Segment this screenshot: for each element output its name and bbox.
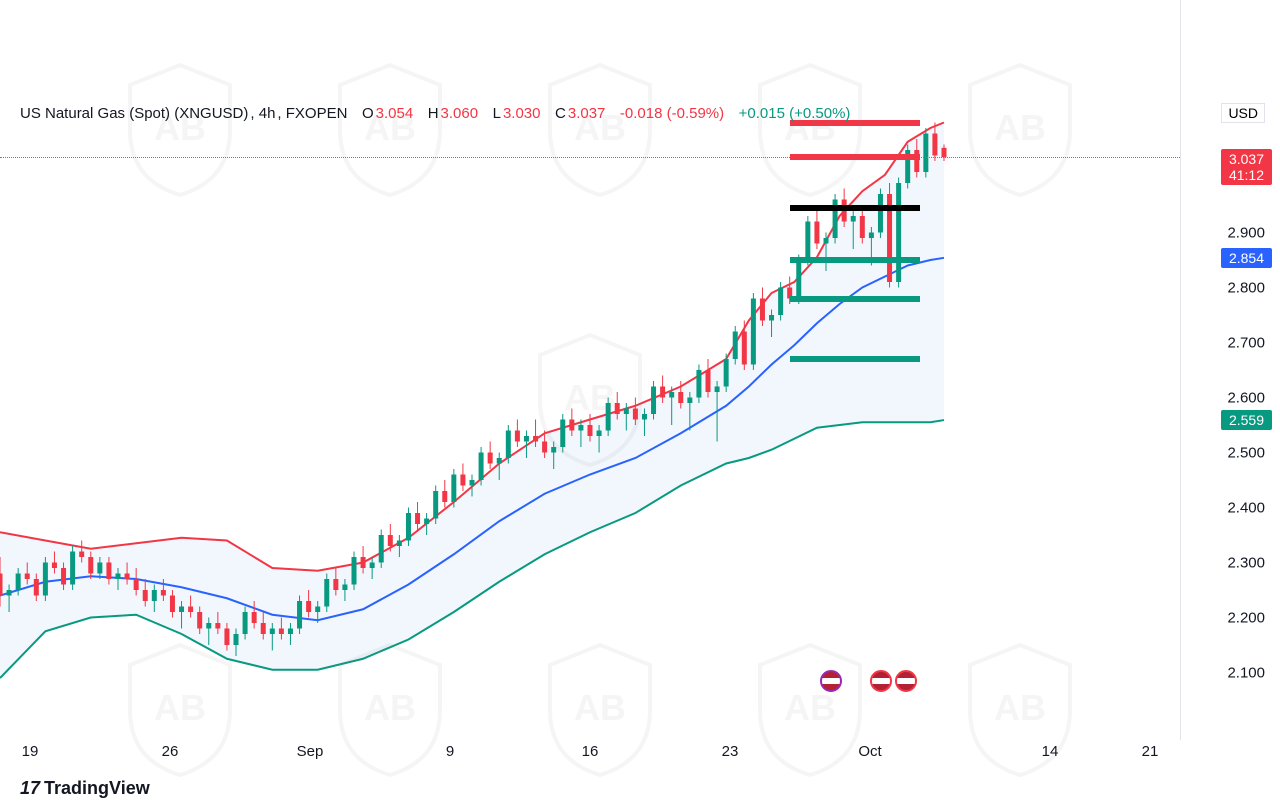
high-label: H <box>428 105 439 122</box>
y-tick-label: 2.200 <box>1227 609 1265 626</box>
y-tick-label: 2.400 <box>1227 499 1265 516</box>
timeframe: 4h <box>259 105 276 122</box>
currency-unit: USD <box>1221 103 1265 123</box>
economic-event-icon[interactable] <box>870 670 892 692</box>
level-line <box>790 205 920 211</box>
tradingview-icon: 17 <box>20 778 40 799</box>
lower-band-badge: 2.559 <box>1221 410 1272 430</box>
countdown-timer: 41:12 <box>1229 167 1264 183</box>
current-price-line <box>0 157 1180 158</box>
x-tick-label: 19 <box>22 743 39 760</box>
x-tick-label: Oct <box>858 743 881 760</box>
low-label: L <box>493 105 501 122</box>
current-price-value: 3.037 <box>1229 151 1264 167</box>
high-value: 3.060 <box>441 105 479 122</box>
y-tick-label: 2.500 <box>1227 444 1265 461</box>
open-label: O <box>362 105 374 122</box>
level-line <box>790 154 920 160</box>
x-tick-label: 21 <box>1142 743 1159 760</box>
low-value: 3.030 <box>503 105 541 122</box>
chart-area[interactable]: US Natural Gas (Spot) (XNGUSD), 4h, FXOP… <box>0 0 1180 740</box>
level-line <box>790 257 920 263</box>
open-value: 3.054 <box>376 105 414 122</box>
close-value: 3.037 <box>568 105 606 122</box>
change2-value: +0.015 (+0.50%) <box>739 105 851 122</box>
x-axis[interactable]: 19 26 Sep 9 16 23 Oct 14 21 <box>0 743 1180 773</box>
brand-text: TradingView <box>44 778 150 798</box>
y-tick-label: 2.300 <box>1227 554 1265 571</box>
economic-event-icon[interactable] <box>895 670 917 692</box>
y-tick-label: 2.800 <box>1227 279 1265 296</box>
change-value: -0.018 (-0.59%) <box>620 105 724 122</box>
ma-price-badge: 2.854 <box>1221 248 1272 268</box>
level-line <box>790 296 920 302</box>
symbol-name: US Natural Gas (Spot) (XNGUSD) <box>20 105 248 122</box>
broker: FXOPEN <box>286 105 348 122</box>
economic-event-icon[interactable] <box>820 670 842 692</box>
y-tick-label: 2.100 <box>1227 664 1265 681</box>
x-tick-label: 23 <box>722 743 739 760</box>
y-tick-label: 2.700 <box>1227 334 1265 351</box>
y-axis[interactable]: USD 2.100 2.200 2.300 2.400 2.500 2.600 2.700 2… <box>1180 0 1280 740</box>
x-tick-label: 16 <box>582 743 599 760</box>
y-tick-label: 2.900 <box>1227 224 1265 241</box>
close-label: C <box>555 105 566 122</box>
current-price-badge: 3.037 41:12 <box>1221 149 1272 185</box>
y-tick-label: 2.600 <box>1227 389 1265 406</box>
x-tick-label: Sep <box>297 743 324 760</box>
tradingview-brand[interactable]: 17TradingView <box>20 778 150 799</box>
chart-header: US Natural Gas (Spot) (XNGUSD), 4h, FXOP… <box>20 105 852 122</box>
x-tick-label: 9 <box>446 743 454 760</box>
x-tick-label: 14 <box>1042 743 1059 760</box>
x-tick-label: 26 <box>162 743 179 760</box>
level-line <box>790 356 920 362</box>
